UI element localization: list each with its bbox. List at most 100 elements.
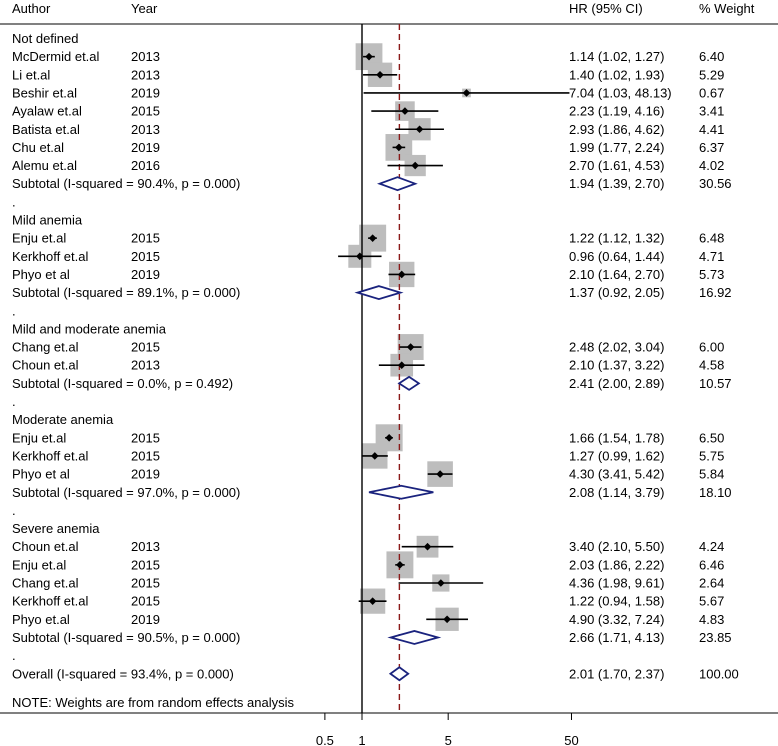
study-year: 2019 <box>131 140 160 155</box>
author-column-header: Author <box>12 1 51 16</box>
study-point-estimate <box>396 561 404 569</box>
study-weight: 5.29 <box>699 67 724 82</box>
study-year: 2019 <box>131 612 160 627</box>
study-weight: 4.71 <box>699 249 724 264</box>
hr-column-header: HR (95% CI) <box>569 1 643 16</box>
study-author: Phyo et al <box>12 267 70 282</box>
study-author: Ayalaw et.al <box>12 104 82 119</box>
study-weight: 2.64 <box>699 576 724 591</box>
study-hr-ci: 1.40 (1.02, 1.93) <box>569 67 664 82</box>
column-header: Author Year HR (95% CI) % Weight <box>12 1 755 16</box>
study-weight: 4.02 <box>699 158 724 173</box>
study-point-estimate <box>356 252 364 261</box>
study-year: 2015 <box>131 430 160 445</box>
weight-boxes <box>348 43 471 631</box>
study-author: Beshir et.al <box>12 85 77 100</box>
study-hr-ci: 2.10 (1.37, 3.22) <box>569 358 664 373</box>
study-hr-ci: 1.22 (0.94, 1.58) <box>569 594 664 609</box>
study-point-estimate <box>385 434 393 442</box>
study-author: Enju et.al <box>12 231 66 246</box>
study-weight: 5.67 <box>699 594 724 609</box>
study-weight: 6.50 <box>699 430 724 445</box>
subtotal-label: Subtotal (I-squared = 89.1%, p = 0.000) <box>12 285 240 300</box>
year-column-header: Year <box>131 1 158 16</box>
subtotal-hr-ci: 1.37 (0.92, 2.05) <box>569 285 664 300</box>
study-year: 2015 <box>131 594 160 609</box>
study-author: Alemu et.al <box>12 158 77 173</box>
study-point-estimate <box>437 579 445 587</box>
subtotal-weight: 23.85 <box>699 630 732 645</box>
x-axis-tick-label: 50 <box>564 733 578 746</box>
reference-lines <box>361 24 401 713</box>
subgroup-heading: Moderate anemia <box>12 412 114 427</box>
study-year: 2013 <box>131 358 160 373</box>
study-year: 2015 <box>131 104 160 119</box>
study-weight: 4.41 <box>699 122 724 137</box>
subtotal-label: Subtotal (I-squared = 90.5%, p = 0.000) <box>12 630 240 645</box>
study-hr-ci: 2.48 (2.02, 3.04) <box>569 340 664 355</box>
study-point-estimate <box>370 452 379 460</box>
forest-rows: Not defined McDermid et.al 2013 1.14 (1.02,… <box>12 31 739 682</box>
overall-diamond <box>388 666 410 682</box>
x-axis-tick-label: 5 <box>445 733 452 746</box>
study-point-estimate <box>376 71 384 79</box>
study-point-estimate <box>368 597 377 605</box>
study-hr-ci: 3.40 (2.10, 5.50) <box>569 539 664 554</box>
study-hr-ci: 0.96 (0.64, 1.44) <box>569 249 664 264</box>
subtotal-label: Subtotal (I-squared = 97.0%, p = 0.000) <box>12 485 240 500</box>
study-hr-ci: 1.22 (1.12, 1.32) <box>569 231 664 246</box>
study-hr-ci: 1.99 (1.77, 2.24) <box>569 140 664 155</box>
study-hr-ci: 2.70 (1.61, 4.53) <box>569 158 664 173</box>
study-weight: 4.24 <box>699 539 724 554</box>
subgroup-heading: Severe anemia <box>12 521 100 536</box>
overall-hr-ci: 2.01 (1.70, 2.37) <box>569 666 664 681</box>
study-point-estimate <box>411 161 419 170</box>
study-point-estimate <box>423 542 432 551</box>
study-weight: 0.67 <box>699 85 724 100</box>
study-hr-ci: 2.93 (1.86, 4.62) <box>569 122 664 137</box>
subtotal-diamond <box>397 375 421 391</box>
row-separator-dot: . <box>12 648 16 663</box>
row-separator-dot: . <box>12 394 16 409</box>
overall-weight: 100.00 <box>699 666 739 681</box>
subtotal-label: Subtotal (I-squared = 90.4%, p = 0.000) <box>12 176 240 191</box>
row-separator-dot: . <box>12 503 16 518</box>
study-point-estimate <box>462 89 471 97</box>
overall-label: Overall (I-squared = 93.4%, p = 0.000) <box>12 666 234 681</box>
subtotal-hr-ci: 2.08 (1.14, 3.79) <box>569 485 664 500</box>
subtotal-diamond <box>377 176 418 192</box>
subtotal-hr-ci: 1.94 (1.39, 2.70) <box>569 176 664 191</box>
study-year: 2016 <box>131 158 160 173</box>
x-axis-tick-label: 0.5 <box>316 733 334 746</box>
x-axis: 0.5 1 5 50 <box>316 713 579 746</box>
subtotal-weight: 10.57 <box>699 376 732 391</box>
study-weight: 6.40 <box>699 49 724 64</box>
subtotal-hr-ci: 2.66 (1.71, 4.13) <box>569 630 664 645</box>
x-axis-tick-label: 1 <box>358 733 365 746</box>
study-year: 2015 <box>131 576 160 591</box>
study-weight: 6.48 <box>699 231 724 246</box>
subtotal-weight: 30.56 <box>699 176 732 191</box>
study-point-estimate <box>395 143 403 152</box>
study-weight: 4.83 <box>699 612 724 627</box>
subtotal-hr-ci: 2.41 (2.00, 2.89) <box>569 376 664 391</box>
row-separator-dot: . <box>12 194 16 209</box>
study-point-estimate <box>365 52 373 61</box>
study-author: Batista et.al <box>12 122 80 137</box>
study-weight: 5.73 <box>699 267 724 282</box>
study-hr-ci: 7.04 (1.03, 48.13) <box>569 85 672 100</box>
study-point-estimate <box>415 125 424 134</box>
study-year: 2013 <box>131 49 160 64</box>
study-weight: 5.75 <box>699 448 724 463</box>
study-weight: 6.00 <box>699 340 724 355</box>
study-year: 2013 <box>131 539 160 554</box>
study-year: 2015 <box>131 340 160 355</box>
subtotal-weight: 16.92 <box>699 285 732 300</box>
subgroup-heading: Not defined <box>12 31 79 46</box>
subtotal-diamond <box>387 630 442 645</box>
study-author: Choun et.al <box>12 539 79 554</box>
study-author: Chang et.al <box>12 340 79 355</box>
weights-note: NOTE: Weights are from random effects an… <box>12 695 295 710</box>
study-author: Choun et.al <box>12 358 79 373</box>
